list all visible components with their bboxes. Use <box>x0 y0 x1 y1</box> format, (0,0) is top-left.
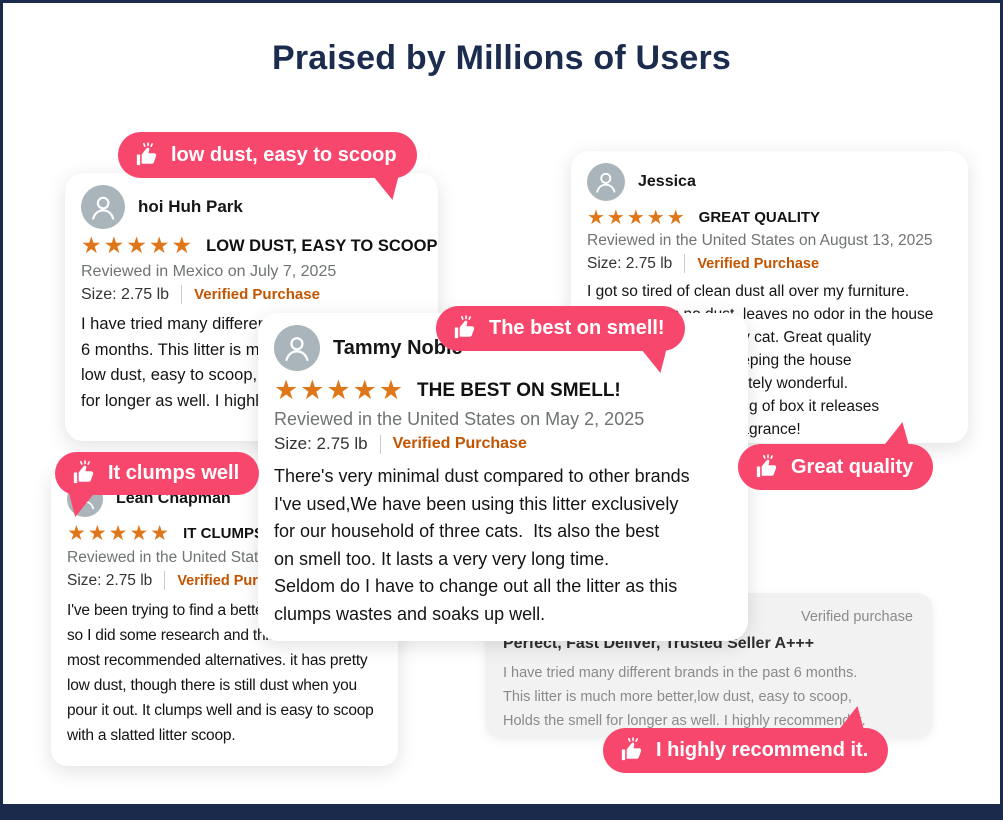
size-label: Size: 2.75 lb <box>587 254 673 272</box>
seller-review-body: I have tried many different brands in th… <box>503 665 866 729</box>
bottom-accent-bar <box>3 804 1000 817</box>
star-rating: ★★★★★ <box>67 521 172 545</box>
size-label: Size: 2.75 lb <box>274 434 368 453</box>
thumbs-up-icon <box>756 453 777 477</box>
person-icon <box>285 337 309 362</box>
review-meta: Reviewed in the United States <box>67 549 275 566</box>
review-body: There's very minimal dust compared to ot… <box>274 466 690 624</box>
page-title: Praised by Millions of Users <box>271 39 732 77</box>
divider <box>181 285 183 304</box>
size-label: Size: 2.75 lb <box>67 571 153 589</box>
size-label: Size: 2.75 lb <box>81 285 170 303</box>
star-rating: ★★★★★ <box>587 205 687 229</box>
review-card-tammy-noble: Tammy Noble ★★★★★ THE BEST ON SMELL! Rev… <box>258 313 748 641</box>
badge-label: I highly recommend it. <box>656 739 869 761</box>
star-rating: ★★★★★ <box>81 233 195 259</box>
review-title: GREAT QUALITY <box>698 208 821 226</box>
callout-badge-highly-recommend: I highly recommend it. <box>603 706 889 773</box>
badge-label: It clumps well <box>108 462 240 484</box>
star-rating: ★★★★★ <box>274 375 406 406</box>
thumbs-up-icon <box>73 460 94 484</box>
divider <box>164 571 166 590</box>
callout-badge-it-clumps-well: It clumps well <box>55 452 260 517</box>
reviewer-name: Jessica <box>638 173 696 190</box>
badge-label: low dust, easy to scoop <box>171 143 397 166</box>
review-title: THE BEST ON SMELL! <box>417 379 621 401</box>
thumbs-up-icon <box>136 141 157 165</box>
thumbs-up-icon <box>621 737 642 761</box>
review-meta: Reviewed in the United States on August … <box>587 232 933 249</box>
avatar <box>274 325 320 371</box>
verified-purchase-label: Verified Purchase <box>697 255 820 272</box>
verified-purchase-label: Verified Purchase <box>194 286 320 303</box>
thumbs-up-icon <box>454 315 475 339</box>
badge-label: Great quality <box>791 455 914 478</box>
review-meta: Reviewed in the United States on May 2, … <box>274 409 645 429</box>
avatar <box>587 163 625 201</box>
reviewer-name: Tammy Noble <box>333 336 463 359</box>
review-meta: Reviewed in Mexico on July 7, 2025 <box>81 263 337 280</box>
divider <box>684 254 686 273</box>
seller-verified-label: Verified purchase <box>800 609 913 625</box>
person-icon <box>596 173 616 193</box>
badge-label: The best on smell! <box>489 317 665 339</box>
callout-badge-great-quality: Great quality <box>738 422 934 490</box>
review-body: I've been trying to find a better litter… <box>67 602 379 744</box>
avatar <box>81 185 125 229</box>
callout-badge-low-dust: low dust, easy to scoop <box>118 132 417 200</box>
person-icon <box>91 196 115 220</box>
review-title: LOW DUST, EASY TO SCOOP <box>206 237 438 255</box>
verified-purchase-label: Verified Purchase <box>392 435 527 452</box>
divider <box>379 434 381 454</box>
reviewer-name: hoi Huh Park <box>138 197 243 216</box>
callout-badge-best-on-smell: The best on smell! <box>436 306 685 373</box>
